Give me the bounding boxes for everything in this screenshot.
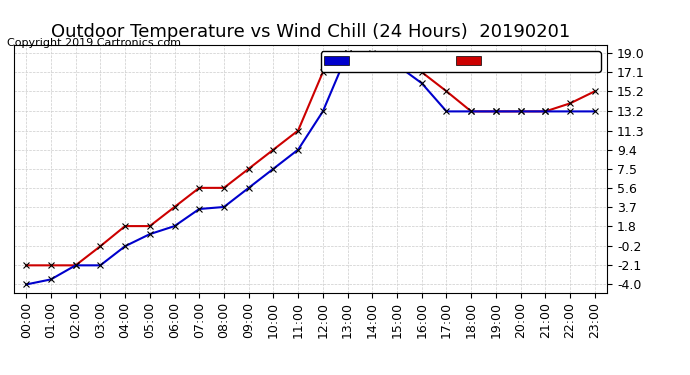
Title: Outdoor Temperature vs Wind Chill (24 Hours)  20190201: Outdoor Temperature vs Wind Chill (24 Ho… bbox=[51, 22, 570, 40]
Legend: Wind Chill (°F), Temperature (°F): Wind Chill (°F), Temperature (°F) bbox=[321, 51, 601, 72]
Text: Copyright 2019 Cartronics.com: Copyright 2019 Cartronics.com bbox=[7, 38, 181, 48]
